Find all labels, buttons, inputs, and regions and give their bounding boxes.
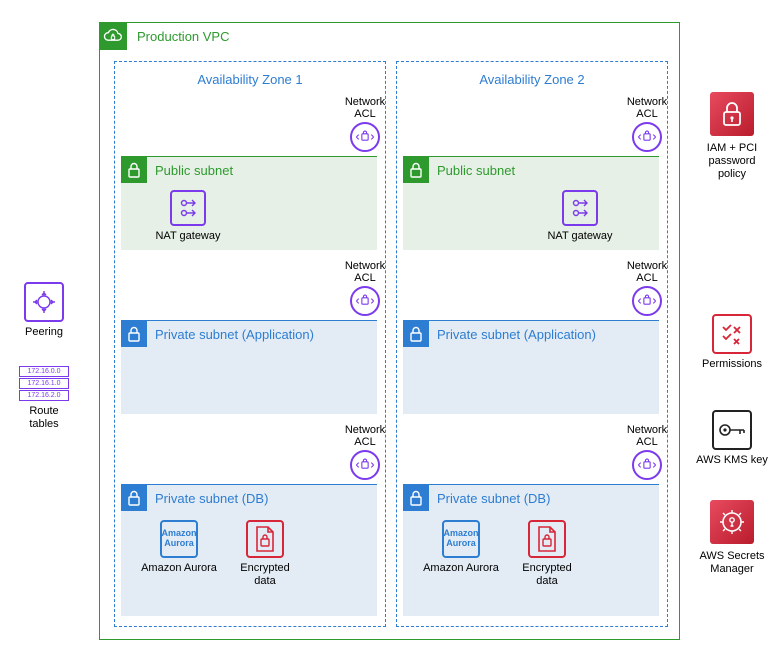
- aurora-az2: AmazonAurora Amazon Aurora: [416, 520, 506, 575]
- aurora-label: Amazon Aurora: [134, 562, 224, 575]
- network-acl-az2-public: NetworkACL: [617, 96, 677, 152]
- aurora-label: Amazon Aurora: [416, 562, 506, 575]
- secrets-manager-item: AWS SecretsManager: [692, 500, 772, 576]
- nat-gateway-label: NAT gateway: [540, 230, 620, 243]
- lock-private-icon: [121, 321, 147, 347]
- lock-private-icon: [121, 485, 147, 511]
- public-subnet-label: Public subnet: [147, 163, 233, 178]
- route-tables-item: 172.16.0.0 172.16.1.0 172.16.2.0 Routeta…: [4, 366, 84, 431]
- iam-policy-item: IAM + PCIpasswordpolicy: [692, 92, 772, 182]
- aurora-icon: AmazonAurora: [160, 520, 198, 558]
- acl-label: NetworkACL: [335, 96, 395, 120]
- nat-gateway-az2: NAT gateway: [540, 190, 620, 243]
- nat-gateway-label: NAT gateway: [148, 230, 228, 243]
- encrypted-data-label: Encrypteddata: [512, 562, 582, 588]
- private-db-subnet-label: Private subnet (DB): [147, 491, 268, 506]
- kms-label: AWS KMS key: [692, 454, 772, 467]
- peering-label: Peering: [4, 326, 84, 339]
- private-app-subnet-az2: Private subnet (Application): [403, 320, 659, 414]
- acl-icon: [632, 450, 662, 480]
- encrypted-data-icon: [528, 520, 566, 558]
- network-acl-az2-db: NetworkACL: [617, 424, 677, 480]
- az2-label: Availability Zone 2: [397, 72, 667, 87]
- encrypted-data-az1: Encrypteddata: [230, 520, 300, 588]
- nat-gateway-icon: [170, 190, 206, 226]
- acl-icon: [350, 122, 380, 152]
- encrypted-data-icon: [246, 520, 284, 558]
- aurora-icon: AmazonAurora: [442, 520, 480, 558]
- network-acl-az2-app: NetworkACL: [617, 260, 677, 316]
- permissions-label: Permissions: [692, 358, 772, 371]
- secrets-manager-icon: [710, 500, 754, 544]
- acl-label: NetworkACL: [617, 260, 677, 284]
- cloud-vpc-icon: [99, 22, 127, 50]
- private-app-subnet-label: Private subnet (Application): [429, 327, 596, 342]
- peering-item: Peering: [4, 282, 84, 339]
- lock-public-icon: [121, 157, 147, 183]
- network-acl-az1-db: NetworkACL: [335, 424, 395, 480]
- route-tables-label: Routetables: [4, 405, 84, 431]
- public-subnet-az2: Public subnet: [403, 156, 659, 250]
- lock-private-icon: [403, 485, 429, 511]
- route-ip-row: 172.16.0.0: [19, 366, 69, 377]
- encrypted-data-label: Encrypteddata: [230, 562, 300, 588]
- vpc-header: Production VPC: [99, 22, 230, 50]
- aurora-az1: AmazonAurora Amazon Aurora: [134, 520, 224, 575]
- permissions-icon: [712, 314, 752, 354]
- network-acl-az1-public: NetworkACL: [335, 96, 395, 152]
- acl-label: NetworkACL: [335, 260, 395, 284]
- route-tables-icon: 172.16.0.0 172.16.1.0 172.16.2.0: [19, 366, 69, 401]
- nat-gateway-az1: NAT gateway: [148, 190, 228, 243]
- kms-key-icon: [712, 410, 752, 450]
- lock-public-icon: [403, 157, 429, 183]
- acl-icon: [632, 286, 662, 316]
- permissions-item: Permissions: [692, 314, 772, 371]
- secrets-manager-label: AWS SecretsManager: [692, 550, 772, 576]
- vpc-title: Production VPC: [127, 29, 230, 44]
- private-app-subnet-az1: Private subnet (Application): [121, 320, 377, 414]
- iam-policy-label: IAM + PCIpasswordpolicy: [692, 142, 772, 182]
- acl-icon: [350, 450, 380, 480]
- network-acl-az1-app: NetworkACL: [335, 260, 395, 316]
- lock-private-icon: [403, 321, 429, 347]
- acl-icon: [632, 122, 662, 152]
- acl-label: NetworkACL: [617, 424, 677, 448]
- az1-label: Availability Zone 1: [115, 72, 385, 87]
- iam-lock-icon: [710, 92, 754, 136]
- route-ip-row: 172.16.2.0: [19, 390, 69, 401]
- acl-label: NetworkACL: [617, 96, 677, 120]
- acl-icon: [350, 286, 380, 316]
- kms-item: AWS KMS key: [692, 410, 772, 467]
- private-app-subnet-label: Private subnet (Application): [147, 327, 314, 342]
- acl-label: NetworkACL: [335, 424, 395, 448]
- nat-gateway-icon: [562, 190, 598, 226]
- route-ip-row: 172.16.1.0: [19, 378, 69, 389]
- public-subnet-label: Public subnet: [429, 163, 515, 178]
- encrypted-data-az2: Encrypteddata: [512, 520, 582, 588]
- peering-icon: [24, 282, 64, 322]
- private-db-subnet-label: Private subnet (DB): [429, 491, 550, 506]
